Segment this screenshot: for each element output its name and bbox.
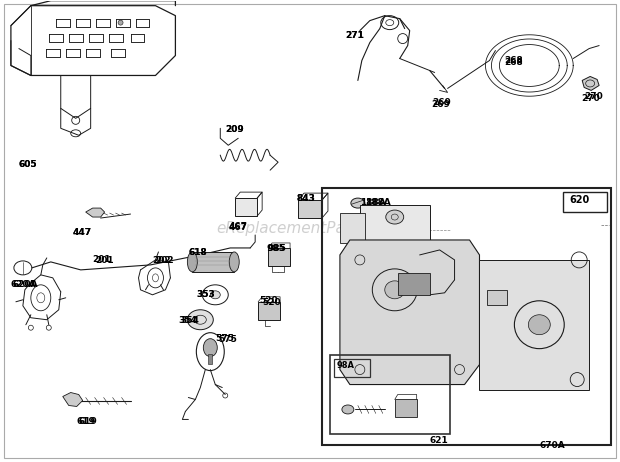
Text: 268: 268 — [504, 55, 523, 65]
Text: 447: 447 — [73, 228, 92, 237]
Bar — [56, 18, 69, 27]
Bar — [89, 34, 103, 42]
Text: 467: 467 — [228, 223, 247, 232]
Ellipse shape — [386, 210, 404, 224]
Text: 621: 621 — [430, 437, 448, 445]
Bar — [108, 34, 123, 42]
Ellipse shape — [385, 281, 405, 299]
Text: 209: 209 — [225, 125, 244, 134]
Text: 269: 269 — [432, 100, 451, 109]
Bar — [136, 18, 149, 27]
Bar — [360, 205, 430, 240]
Ellipse shape — [229, 252, 239, 272]
Text: 354: 354 — [180, 316, 199, 325]
Text: 605: 605 — [19, 160, 37, 169]
Text: 620A: 620A — [11, 280, 37, 289]
Polygon shape — [582, 77, 599, 91]
Ellipse shape — [351, 198, 365, 208]
Bar — [49, 34, 63, 42]
Bar — [66, 49, 80, 56]
Bar — [95, 18, 110, 27]
Text: 467: 467 — [228, 222, 247, 231]
Text: 620: 620 — [569, 195, 590, 205]
Bar — [563, 192, 607, 212]
Bar — [322, 188, 611, 445]
Text: 619: 619 — [79, 418, 97, 426]
Text: 188A: 188A — [360, 198, 386, 207]
Bar — [395, 400, 417, 418]
Text: 202: 202 — [153, 256, 171, 265]
Text: 269: 269 — [433, 98, 451, 107]
Bar — [115, 18, 130, 27]
Bar — [258, 302, 280, 320]
Text: 271: 271 — [345, 30, 364, 40]
Bar — [334, 359, 370, 377]
Ellipse shape — [203, 339, 217, 357]
Text: 188A: 188A — [365, 198, 391, 207]
Text: 270: 270 — [584, 92, 603, 102]
Text: 201: 201 — [92, 255, 111, 264]
Text: 618: 618 — [188, 248, 207, 257]
Polygon shape — [63, 393, 82, 407]
Ellipse shape — [210, 291, 220, 299]
Bar — [398, 273, 430, 295]
Bar — [479, 260, 589, 389]
Text: 575: 575 — [218, 334, 237, 344]
Bar — [235, 198, 257, 216]
Bar — [110, 49, 125, 56]
Text: 670A: 670A — [539, 441, 565, 450]
Text: 843: 843 — [296, 194, 315, 203]
Text: 447: 447 — [73, 228, 92, 237]
Bar — [46, 49, 60, 56]
Text: 271: 271 — [345, 30, 364, 40]
Bar — [69, 34, 82, 42]
Ellipse shape — [187, 310, 213, 330]
Polygon shape — [86, 208, 105, 217]
Text: eReplacementParts.com: eReplacementParts.com — [216, 220, 404, 236]
Text: 620A: 620A — [13, 280, 38, 289]
Bar — [298, 200, 322, 218]
Text: 575: 575 — [215, 334, 234, 343]
Text: 98A: 98A — [337, 361, 355, 370]
Bar — [268, 248, 290, 266]
Text: 202: 202 — [156, 256, 174, 265]
Text: 270: 270 — [581, 94, 600, 103]
Ellipse shape — [187, 252, 197, 272]
Text: 520: 520 — [262, 298, 281, 307]
Text: 268: 268 — [504, 58, 523, 67]
Text: 985: 985 — [266, 244, 285, 253]
Text: 619: 619 — [77, 418, 95, 426]
Text: 353: 353 — [197, 290, 215, 299]
Text: 985: 985 — [267, 244, 286, 253]
Text: 354: 354 — [179, 316, 197, 325]
Bar — [340, 213, 365, 243]
Text: 843: 843 — [296, 194, 315, 203]
Ellipse shape — [528, 315, 551, 334]
Text: 605: 605 — [19, 160, 37, 169]
Ellipse shape — [118, 20, 123, 25]
Text: 209: 209 — [225, 125, 244, 134]
Polygon shape — [340, 240, 479, 384]
Bar — [208, 353, 212, 364]
Bar — [192, 252, 234, 272]
Text: 520: 520 — [259, 296, 278, 305]
Ellipse shape — [342, 405, 354, 414]
Text: 353: 353 — [197, 290, 215, 299]
Text: 201: 201 — [95, 256, 114, 265]
Bar — [76, 18, 90, 27]
Bar — [131, 34, 144, 42]
Text: 618: 618 — [188, 248, 207, 257]
Bar — [487, 290, 507, 305]
Bar — [86, 49, 100, 56]
Bar — [330, 355, 450, 434]
